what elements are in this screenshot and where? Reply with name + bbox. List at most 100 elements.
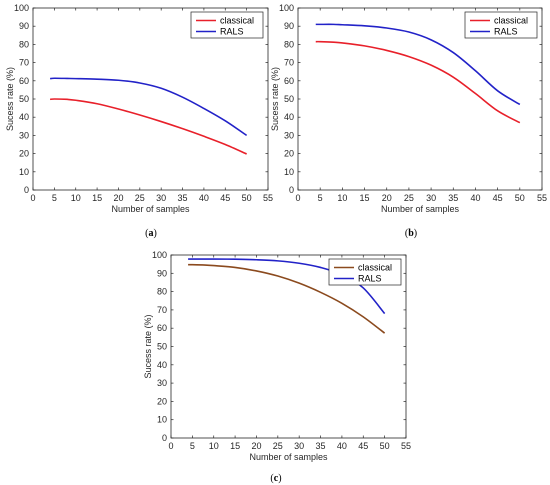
x-tick-label: 20 [251, 441, 261, 451]
x-tick-label: 25 [273, 441, 283, 451]
caption-letter: a [149, 228, 154, 239]
x-tick-label: 20 [382, 193, 392, 203]
legend-label: RALS [220, 27, 244, 37]
x-tick-label: 5 [190, 441, 195, 451]
y-tick-label: 100 [152, 250, 167, 260]
chart-panel-a: 0 5 10 15 20 25 30 35 40 45 50 55 0 10 20 30 40 50 60 70 80 9… [5, 3, 273, 239]
legend-label: classical [220, 16, 254, 26]
x-tick-label: 10 [209, 441, 219, 451]
y-tick-label: 0 [24, 185, 29, 195]
legend-label: classical [358, 263, 392, 273]
y-tick-label: 90 [284, 21, 294, 31]
x-tick-label: 40 [337, 441, 347, 451]
y-tick-label: 60 [284, 76, 294, 86]
caption-paren: ) [414, 228, 417, 239]
y-tick-label: 50 [157, 342, 167, 352]
x-axis-label: Number of samples [381, 204, 460, 214]
caption-paren: ) [278, 473, 281, 484]
legend-label: RALS [358, 274, 382, 284]
x-tick-label: 50 [515, 193, 525, 203]
series-line-classical [188, 263, 386, 334]
x-tick-label: 25 [404, 193, 414, 203]
x-tick-label: 30 [294, 441, 304, 451]
y-tick-label: 0 [289, 185, 294, 195]
y-tick-label: 30 [19, 130, 29, 140]
legend-label: RALS [494, 27, 518, 37]
x-tick-label: 30 [156, 193, 166, 203]
x-tick-label: 40 [470, 193, 480, 203]
y-axis-label: Sucess rate (%) [143, 314, 153, 378]
x-tick-label: 15 [360, 193, 370, 203]
caption-letter: b [408, 228, 414, 239]
y-tick-label: 50 [19, 94, 29, 104]
x-tick-label: 40 [199, 193, 209, 203]
y-tick-label: 100 [279, 3, 294, 13]
y-tick-label: 100 [14, 3, 29, 13]
x-tick-label: 5 [52, 193, 57, 203]
y-axis-label: Sucess rate (%) [270, 67, 280, 131]
y-tick-label: 80 [19, 39, 29, 49]
x-tick-label: 35 [448, 193, 458, 203]
y-tick-label: 70 [157, 305, 167, 315]
y-tick-label: 10 [157, 415, 167, 425]
y-tick-label: 60 [157, 323, 167, 333]
y-tick-label: 60 [19, 76, 29, 86]
caption-paren: ( [145, 228, 149, 239]
x-tick-label: 5 [318, 193, 323, 203]
x-tick-label: 10 [337, 193, 347, 203]
panel-caption: (c) [270, 473, 281, 484]
x-axis-label: Number of samples [111, 204, 190, 214]
y-tick-label: 80 [157, 287, 167, 297]
series-line-classical [49, 98, 247, 155]
x-tick-label: 35 [316, 441, 326, 451]
caption-paren: ) [154, 228, 157, 239]
x-axis-label: Number of samples [249, 452, 328, 462]
y-tick-label: 90 [19, 21, 29, 31]
x-tick-label: 0 [295, 193, 300, 203]
y-tick-label: 30 [284, 130, 294, 140]
y-tick-label: 70 [19, 58, 29, 68]
x-tick-label: 25 [135, 193, 145, 203]
panel-caption: (b) [405, 228, 417, 239]
x-tick-label: 0 [168, 441, 173, 451]
y-tick-label: 90 [157, 268, 167, 278]
x-tick-label: 55 [263, 193, 273, 203]
legend-box [464, 11, 538, 39]
y-tick-label: 50 [284, 94, 294, 104]
y-tick-label: 40 [19, 112, 29, 122]
plot-area [170, 254, 407, 439]
x-tick-label: 10 [71, 193, 81, 203]
y-tick-label: 20 [19, 149, 29, 159]
x-tick-label: 0 [30, 193, 35, 203]
y-tick-label: 20 [284, 149, 294, 159]
x-tick-label: 15 [230, 441, 240, 451]
y-tick-label: 40 [284, 112, 294, 122]
caption-paren: ( [405, 228, 409, 239]
y-tick-label: 10 [19, 167, 29, 177]
x-tick-label: 30 [426, 193, 436, 203]
chart-panel-b: 0 5 10 15 20 25 30 35 40 45 50 55 0 10 20 30 40 50 60 70 80 9… [270, 3, 547, 239]
x-tick-label: 35 [178, 193, 188, 203]
caption-paren: ( [270, 473, 274, 484]
x-tick-label: 55 [401, 441, 411, 451]
y-tick-label: 0 [162, 433, 167, 443]
y-tick-label: 40 [157, 360, 167, 370]
y-tick-label: 70 [284, 58, 294, 68]
legend-box [328, 258, 402, 286]
legend-box [190, 11, 264, 39]
x-tick-label: 50 [242, 193, 252, 203]
x-tick-label: 45 [358, 441, 368, 451]
x-tick-label: 45 [493, 193, 503, 203]
panel-caption: (a) [145, 228, 157, 239]
y-tick-label: 80 [284, 39, 294, 49]
x-tick-label: 55 [537, 193, 547, 203]
x-tick-label: 45 [220, 193, 230, 203]
legend-label: classical [494, 16, 528, 26]
y-axis-label: Sucess rate (%) [5, 67, 15, 131]
x-tick-label: 15 [92, 193, 102, 203]
series-line-classical [315, 40, 521, 124]
